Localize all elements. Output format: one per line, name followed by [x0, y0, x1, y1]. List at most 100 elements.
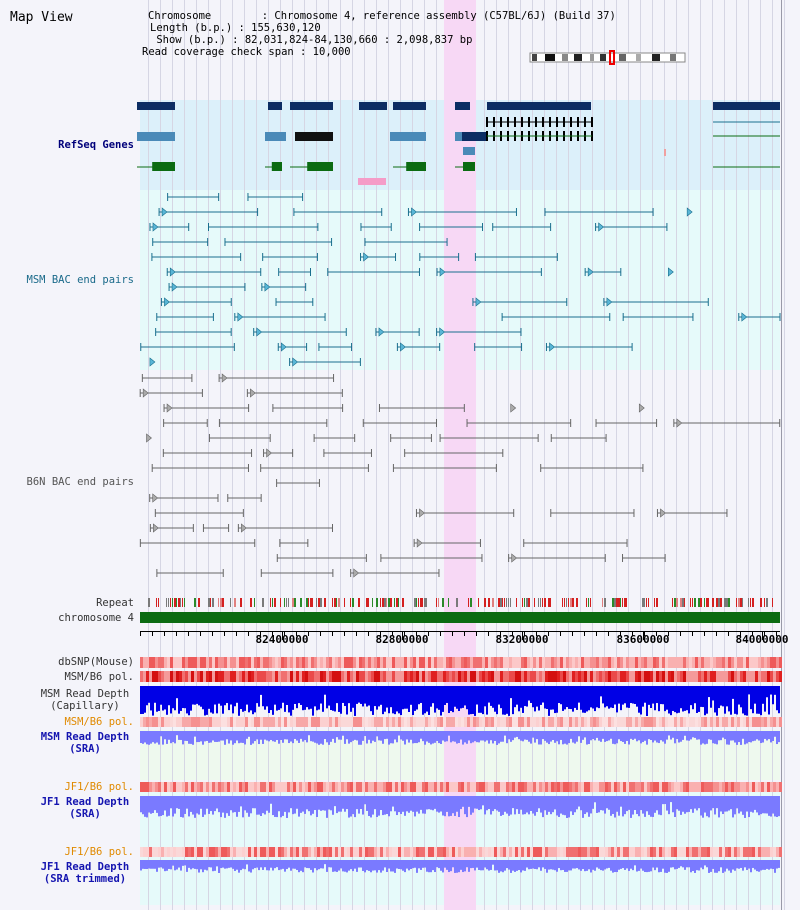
heat-cell: [731, 657, 734, 668]
heat-cell: [596, 671, 599, 682]
heat-cell: [206, 717, 209, 727]
depth-bar: [292, 731, 294, 744]
depth-bar: [158, 860, 160, 868]
depth-bar: [182, 860, 184, 866]
depth-bar: [588, 731, 590, 745]
depth-bar: [666, 686, 668, 710]
heat-cell: [749, 657, 752, 668]
depth-bar: [206, 731, 208, 741]
depth-bar: [326, 686, 328, 709]
depth-bar: [230, 731, 232, 741]
depth-bar: [650, 686, 652, 709]
track-label-msm-b6-pol[interactable]: MSM/B6 pol.: [64, 671, 134, 683]
heat-cell: [377, 671, 380, 682]
heat-cell: [431, 717, 434, 727]
depth-bar: [360, 796, 362, 809]
heat-cell: [302, 671, 305, 682]
heat-cell: [356, 847, 359, 857]
heat-cell: [731, 671, 734, 682]
depth-bar: [272, 796, 274, 816]
depth-bar: [240, 731, 242, 743]
heat-cell: [158, 847, 161, 857]
depth-bar: [684, 731, 686, 736]
depth-bar: [726, 731, 728, 745]
depth-bar: [406, 686, 408, 709]
heat-cell: [188, 671, 191, 682]
track-label-jf1-b6-pol-2[interactable]: JF1/B6 pol.: [64, 846, 134, 858]
depth-bar: [244, 731, 246, 745]
track-label-repeat[interactable]: Repeat: [96, 597, 134, 609]
depth-bar: [536, 686, 538, 707]
depth-bar: [530, 860, 532, 869]
heat-cell: [479, 717, 482, 727]
heat-cell: [776, 782, 779, 792]
depth-bar: [196, 686, 198, 704]
heat-cell: [383, 847, 386, 857]
depth-bar: [386, 686, 388, 708]
heat-cell: [695, 717, 698, 727]
heat-cell: [764, 671, 767, 682]
depth-bar: [634, 860, 636, 866]
depth-bar: [168, 731, 170, 740]
track-label-jf1-depth-trim[interactable]: JF1 Read Depth (SRA trimmed): [30, 861, 140, 885]
heat-cell: [620, 782, 623, 792]
depth-bar: [158, 796, 160, 817]
heat-cell: [749, 782, 752, 792]
track-label-msm-depth-sra[interactable]: MSM Read Depth (SRA): [30, 731, 140, 755]
heat-cell: [332, 782, 335, 792]
heat-cell: [647, 671, 650, 682]
depth-bar: [648, 731, 650, 740]
depth-bar: [664, 731, 666, 744]
repeat-mark: [620, 598, 621, 607]
depth-bar: [234, 686, 236, 707]
track-label-msm-b6-pol-2[interactable]: MSM/B6 pol.: [64, 716, 134, 728]
depth-bar: [390, 731, 392, 744]
track-label-b6n-bac[interactable]: B6N BAC end pairs: [26, 476, 134, 488]
track-label-jf1-b6-pol[interactable]: JF1/B6 pol.: [64, 781, 134, 793]
heat-cell: [344, 782, 347, 792]
track-label-refseq[interactable]: RefSeq Genes: [58, 139, 134, 151]
depth-bar: [622, 731, 624, 742]
heat-cell: [389, 717, 392, 727]
depth-bar: [556, 796, 558, 816]
track-label-msm-bac[interactable]: MSM BAC end pairs: [26, 274, 134, 286]
heat-cell: [569, 671, 572, 682]
depth-bar: [272, 686, 274, 715]
heat-cell: [443, 847, 446, 857]
heat-cell: [536, 847, 539, 857]
depth-bar: [174, 686, 176, 711]
depth-bar: [558, 731, 560, 745]
depth-bar: [264, 686, 266, 710]
depth-bar: [292, 686, 294, 710]
gene-exon-block: [487, 102, 591, 110]
heat-cell: [188, 717, 191, 727]
depth-bar: [520, 686, 522, 708]
depth-bar: [640, 686, 642, 715]
depth-bar: [358, 860, 360, 868]
track-label-msm-depth-cap[interactable]: MSM Read Depth (Capillary): [30, 688, 140, 712]
repeat-mark: [572, 598, 574, 607]
depth-bar: [376, 860, 378, 873]
depth-bar: [506, 731, 508, 744]
depth-bar: [284, 796, 286, 812]
heat-cell: [671, 671, 674, 682]
depth-bar: [586, 796, 588, 813]
heat-cell: [716, 782, 719, 792]
depth-bar: [192, 860, 194, 869]
track-label-dbsnp[interactable]: dbSNP(Mouse): [58, 656, 134, 668]
track-label-jf1-depth-sra[interactable]: JF1 Read Depth (SRA): [30, 796, 140, 820]
depth-bar: [610, 796, 612, 816]
heat-cell: [269, 657, 272, 668]
depth-bar: [464, 731, 466, 743]
depth-bar: [368, 731, 370, 740]
depth-bar: [262, 686, 264, 707]
depth-bar: [286, 686, 288, 705]
repeat-mark: [548, 598, 550, 607]
depth-bar: [256, 731, 258, 740]
heat-cell: [683, 782, 686, 792]
heat-cell: [608, 717, 611, 727]
gene-exon-block: [271, 162, 282, 171]
repeat-mark: [682, 598, 684, 607]
depth-bar: [164, 731, 166, 740]
heat-cell: [233, 847, 236, 857]
